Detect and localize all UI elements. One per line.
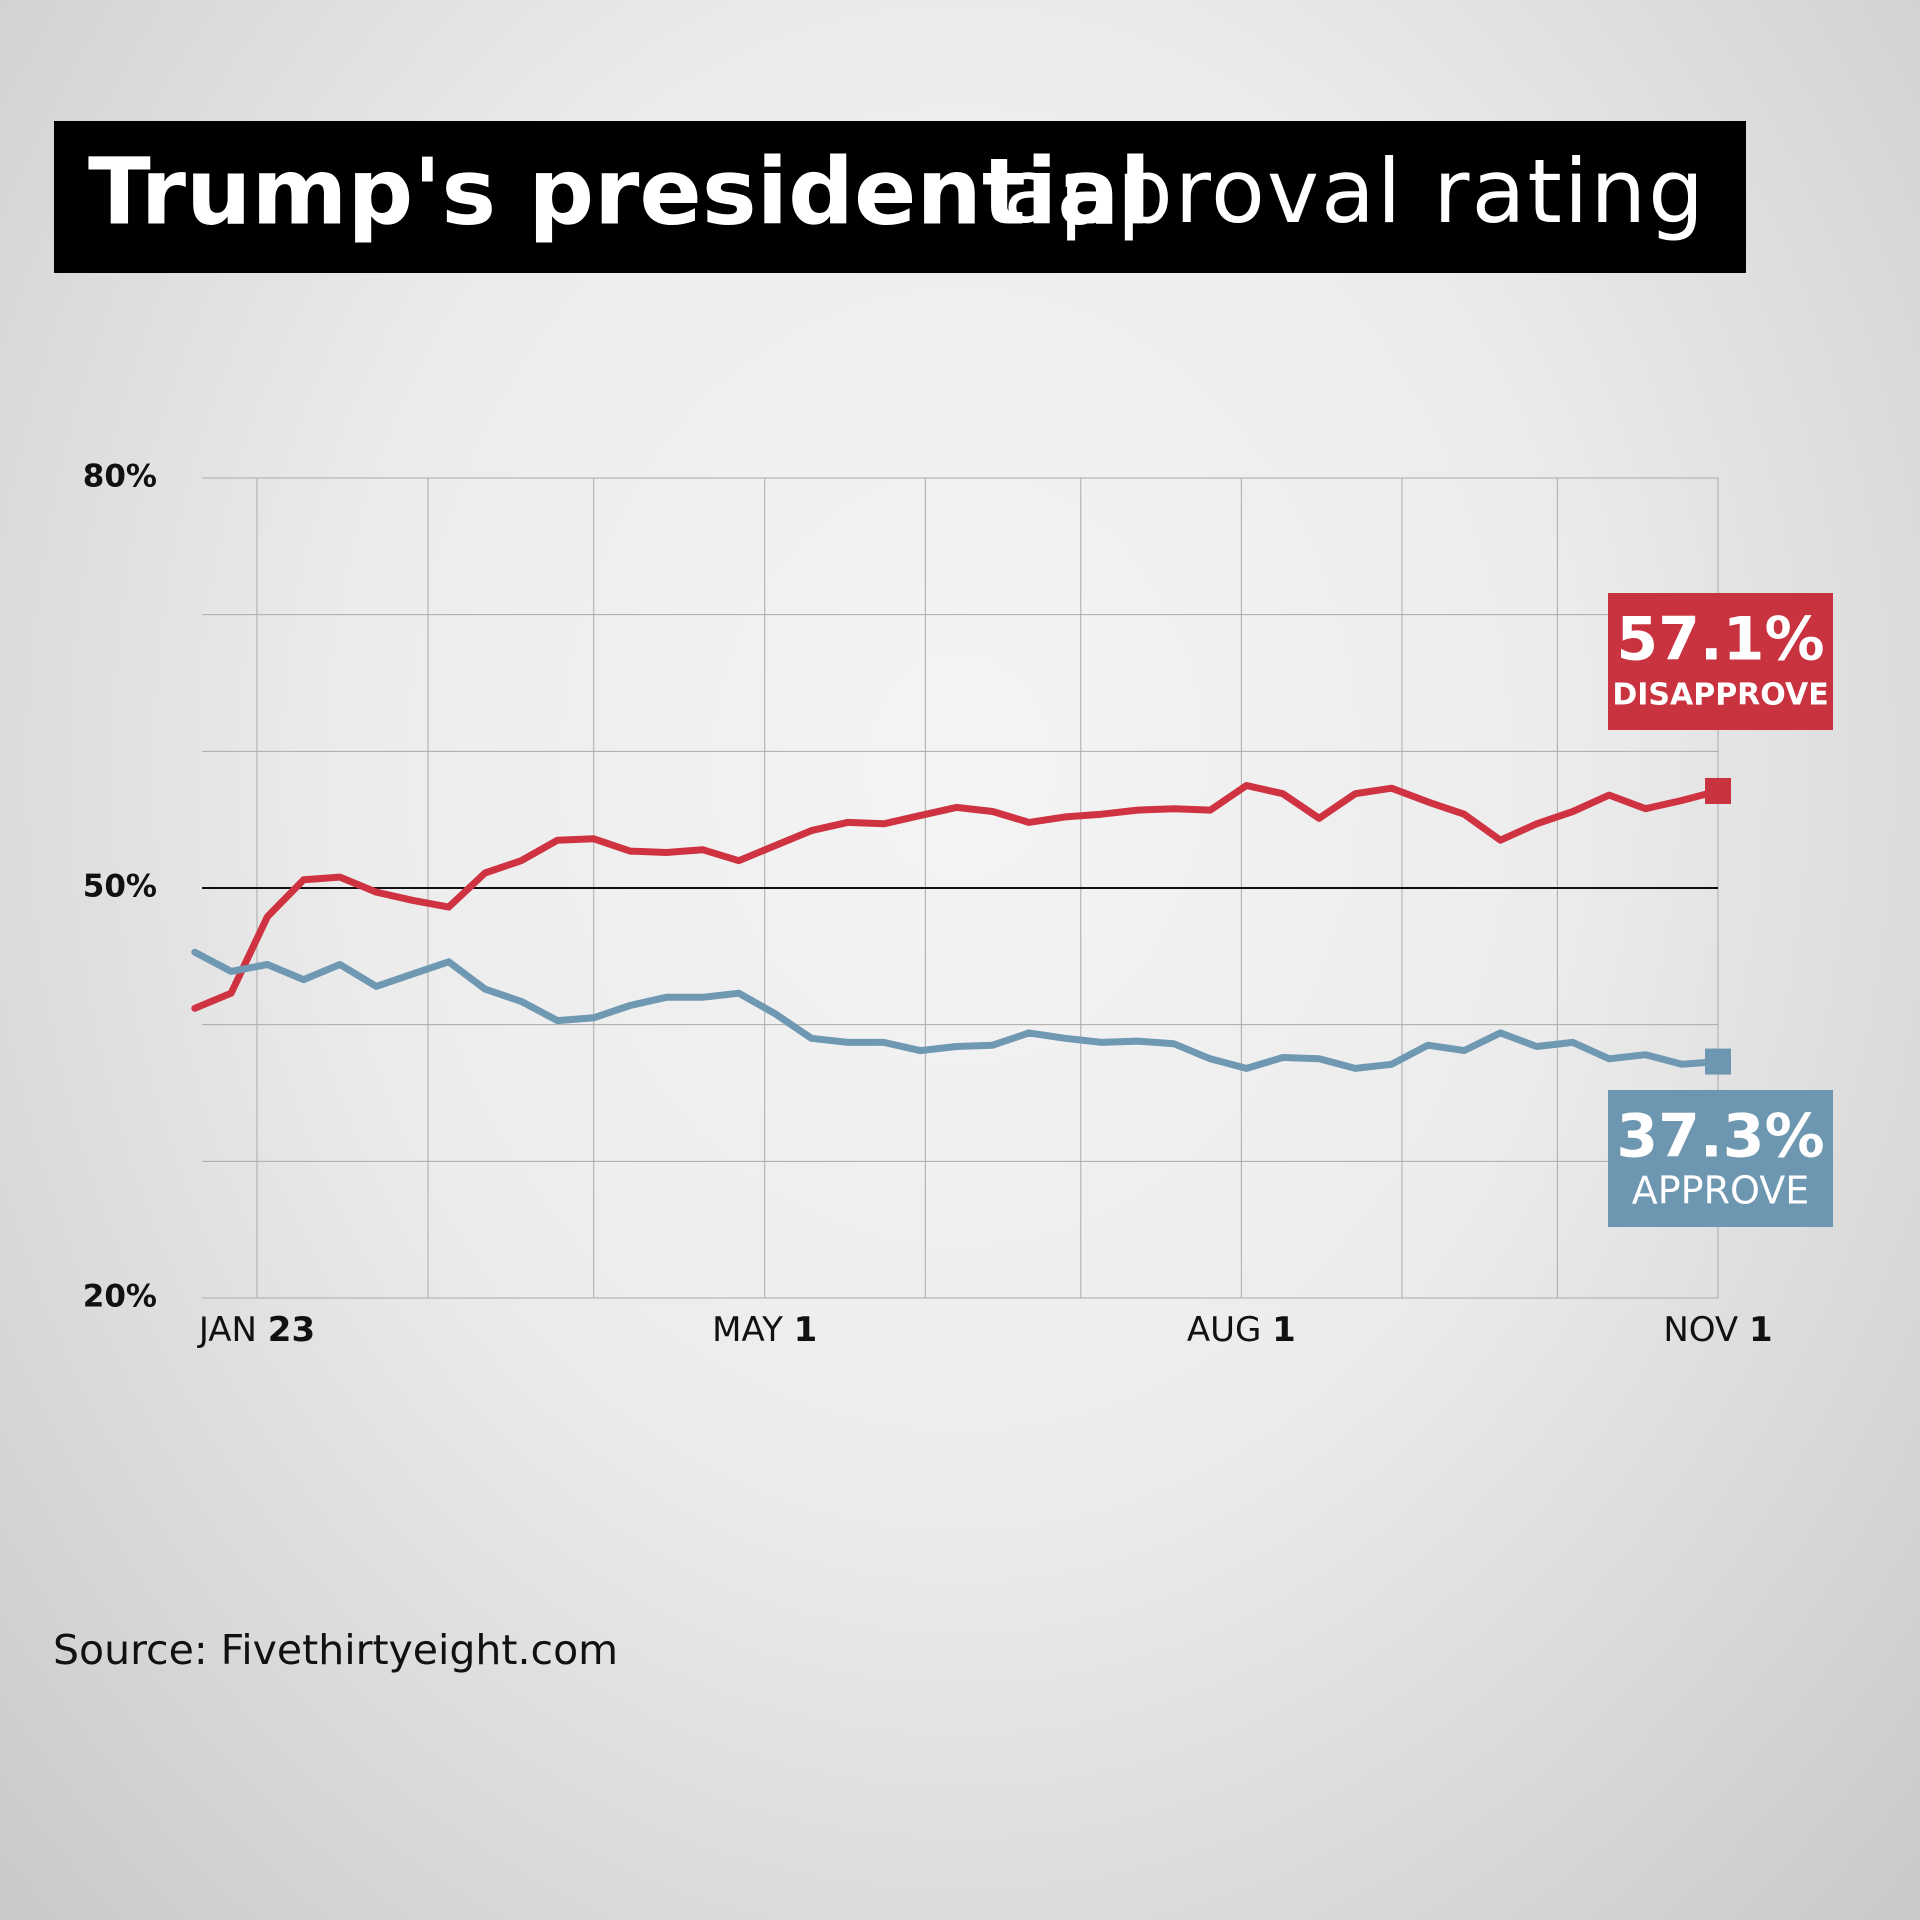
- x-tick-label: NOV 1: [1663, 1310, 1772, 1350]
- x-tick-month: JAN: [197, 1310, 257, 1350]
- end-value-label: 57.1%: [1616, 605, 1824, 675]
- end-series-name: DISAPPROVE: [1612, 678, 1828, 713]
- x-tick-month: NOV: [1663, 1310, 1738, 1350]
- y-tick-label: 80%: [83, 459, 157, 495]
- line: [191, 782, 1722, 1012]
- x-tick-day: 1: [1272, 1310, 1296, 1350]
- source: Source: Fivethirtyeight.com: [53, 1626, 618, 1674]
- x-tick-day: 23: [268, 1310, 315, 1350]
- end-series-name: APPROVE: [1632, 1169, 1809, 1213]
- x-tick-label: JAN 23: [197, 1310, 315, 1350]
- title-bold: Trump's presidential: [88, 138, 1151, 245]
- y-tick-label: 20%: [83, 1279, 157, 1315]
- y-tick-label: 50%: [83, 869, 157, 905]
- end-marker: [1705, 777, 1731, 804]
- x-tick-label: MAY 1: [712, 1310, 817, 1350]
- x-tick-day: 1: [794, 1310, 818, 1350]
- x-tick-label: AUG 1: [1187, 1310, 1296, 1350]
- end-marker: [1705, 1048, 1731, 1075]
- x-tick-day: 1: [1749, 1310, 1773, 1350]
- x-tick-month: AUG: [1187, 1310, 1262, 1350]
- line: [191, 948, 1722, 1072]
- x-tick-month: MAY: [712, 1310, 783, 1350]
- end-label-box: [1608, 1090, 1833, 1227]
- end-label-box: [1608, 593, 1833, 730]
- title-light: approval rating: [1003, 140, 1706, 243]
- title-box: [54, 121, 1746, 273]
- end-value-label: 37.3%: [1616, 1102, 1824, 1172]
